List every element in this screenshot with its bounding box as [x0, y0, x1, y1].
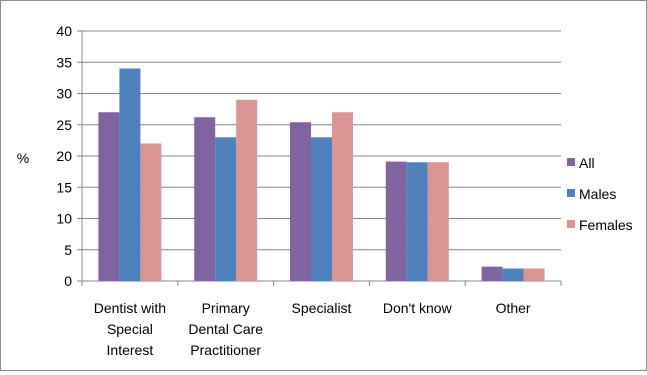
bar-males-2 — [311, 137, 332, 281]
x-category-label-line: Other — [496, 300, 531, 316]
x-category-label-line: Specialist — [292, 300, 352, 316]
y-axis-label: % — [17, 150, 29, 166]
bar-all-2 — [290, 122, 311, 281]
x-category-label-line: Interest — [107, 342, 154, 358]
y-tick-label: 40 — [56, 23, 72, 39]
bar-males-4 — [502, 268, 524, 281]
x-category-label: Primary Dental Care Practitioner — [188, 300, 263, 358]
x-category-label-line: Dentist with — [94, 300, 166, 316]
y-tick-label: 25 — [56, 117, 72, 133]
legend-swatch-males — [567, 189, 575, 197]
bar-females-4 — [523, 268, 545, 281]
bar-males-1 — [215, 137, 237, 281]
y-tick-label: 5 — [64, 242, 72, 258]
y-tick-label: 0 — [64, 273, 72, 289]
legend-label-females: Females — [579, 217, 633, 233]
x-category-label: Don't know — [383, 300, 453, 316]
x-category-label-line: Primary — [202, 300, 250, 316]
x-category-label-line: Practitioner — [190, 342, 261, 358]
bar-all-3 — [385, 161, 407, 281]
axes — [77, 30, 562, 286]
legend-swatch-all — [567, 158, 575, 166]
bar-males-0 — [119, 68, 141, 281]
y-tick-label: 15 — [56, 179, 72, 195]
legend-swatch-females — [567, 220, 575, 228]
bar-all-1 — [194, 117, 216, 281]
x-category-labels: Dentist with Special Interest Primary Dental… — [94, 300, 531, 358]
y-tick-label: 35 — [56, 54, 72, 70]
bar-all-0 — [98, 112, 120, 281]
bar-all-4 — [481, 266, 503, 281]
y-tick-label: 20 — [56, 148, 72, 164]
x-category-label-line: Special — [107, 321, 153, 337]
x-category-label: Dentist with Special Interest — [94, 300, 166, 358]
x-category-label: Other — [496, 300, 531, 316]
y-tick-labels: 0 5 10 15 20 25 30 35 40 — [56, 23, 72, 289]
x-category-label-line: Don't know — [383, 300, 453, 316]
bars — [98, 68, 545, 281]
legend-label-males: Males — [579, 186, 616, 202]
y-tick-label: 30 — [56, 86, 72, 102]
bar-females-0 — [140, 143, 162, 281]
bar-females-3 — [427, 162, 449, 281]
x-category-label-line: Dental Care — [188, 321, 263, 337]
legend-label-all: All — [579, 155, 595, 171]
x-category-label: Specialist — [292, 300, 352, 316]
bar-females-2 — [332, 112, 353, 281]
bar-females-1 — [236, 99, 258, 281]
y-tick-label: 10 — [56, 211, 72, 227]
legend: All Males Females — [567, 155, 633, 233]
bar-males-3 — [406, 162, 428, 281]
